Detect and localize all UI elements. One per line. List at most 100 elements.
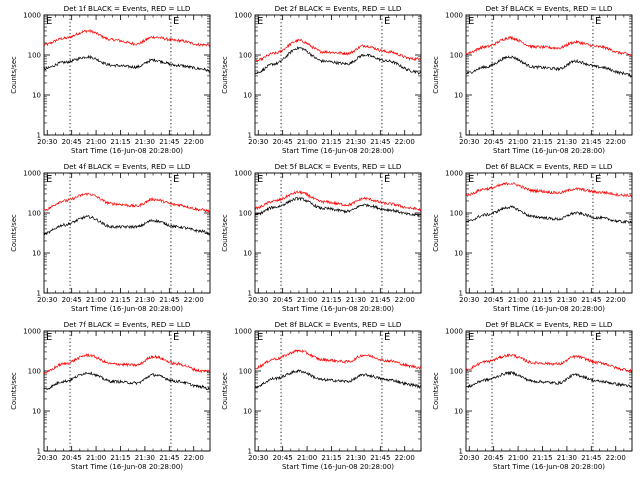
y-axis-label: Counts/sec: [10, 56, 18, 94]
y-tick-label: 100: [239, 368, 252, 376]
events-series-line: [43, 371, 210, 391]
y-tick-label: 1000: [23, 12, 41, 20]
y-tick-label: 1000: [234, 328, 252, 336]
x-tick-label: 21:30: [557, 296, 577, 304]
y-tick-label: 10: [32, 250, 41, 258]
panel-det-9: Det 9f BLACK = Events, RED = LLD Start Ti…: [432, 320, 633, 471]
y-axis-label: Counts/sec: [221, 214, 229, 252]
y-tick-label: 1: [459, 290, 463, 298]
y-tick-label: 100: [28, 368, 41, 376]
x-tick-label: 22:00: [395, 138, 415, 146]
x-tick-label: 21:00: [508, 296, 528, 304]
y-tick-label: 1: [248, 132, 252, 140]
x-tick-label: 21:45: [581, 454, 601, 462]
x-tick-label: 21:30: [346, 296, 366, 304]
e-marker: E: [46, 332, 52, 343]
x-tick-label: 20:30: [248, 138, 268, 146]
x-tick-label: 21:45: [370, 296, 390, 304]
events-series-line: [466, 370, 632, 389]
y-tick-label: 10: [243, 408, 252, 416]
y-tick-label: 1: [459, 448, 463, 456]
y-tick-label: 10: [243, 92, 252, 100]
x-tick-label: 21:30: [346, 138, 366, 146]
y-tick-label: 10: [243, 250, 252, 258]
x-tick-label: 20:30: [37, 454, 57, 462]
x-tick-label: 20:30: [459, 296, 479, 304]
panel-det-7: Det 7f BLACK = Events, RED = LLD Start Ti…: [10, 320, 211, 471]
x-axis-label: Start Time (16-Jun-08 20:28:00): [493, 463, 605, 471]
x-tick-label: 21:45: [159, 138, 179, 146]
plot-frame: [254, 14, 422, 136]
y-tick-label: 1000: [23, 328, 41, 336]
panel-det-3: Det 3f BLACK = Events, RED = LLD Start Ti…: [432, 4, 633, 155]
x-tick-label: 21:15: [321, 138, 341, 146]
y-tick-label: 1000: [23, 170, 41, 178]
panel-det-5: Det 5f BLACK = Events, RED = LLD Start Ti…: [221, 162, 422, 313]
e-marker: E: [384, 174, 390, 185]
e-marker: E: [384, 16, 390, 27]
x-tick-label: 21:00: [508, 138, 528, 146]
x-tick-label: 22:00: [184, 296, 204, 304]
e-marker: E: [46, 174, 52, 185]
x-tick-label: 21:15: [110, 138, 130, 146]
x-axis-label: Start Time (16-Jun-08 20:28:00): [282, 305, 394, 313]
y-tick-label: 1000: [234, 12, 252, 20]
x-tick-label: 21:30: [557, 454, 577, 462]
y-tick-label: 1: [248, 448, 252, 456]
e-marker: E: [468, 16, 474, 27]
plot-frame: [465, 172, 633, 294]
x-axis-label: Start Time (16-Jun-08 20:28:00): [493, 305, 605, 313]
y-axis-label: Counts/sec: [221, 56, 229, 94]
y-tick-label: 100: [450, 210, 463, 218]
y-tick-label: 1000: [234, 170, 252, 178]
x-tick-label: 22:00: [606, 296, 626, 304]
x-tick-label: 21:15: [110, 296, 130, 304]
x-axis-label: Start Time (16-Jun-08 20:28:00): [282, 463, 394, 471]
x-tick-label: 21:15: [110, 454, 130, 462]
plot-frame: [43, 14, 211, 136]
x-axis-label: Start Time (16-Jun-08 20:28:00): [71, 147, 183, 155]
y-tick-label: 100: [450, 368, 463, 376]
x-tick-label: 21:15: [321, 454, 341, 462]
events-series-line: [43, 214, 211, 236]
x-tick-label: 22:00: [606, 138, 626, 146]
x-tick-label: 20:30: [37, 296, 57, 304]
panel-title: Det 3f BLACK = Events, RED = LLD: [486, 4, 613, 13]
x-tick-label: 21:45: [581, 138, 601, 146]
panel-det-8: Det 8f BLACK = Events, RED = LLD Start Ti…: [221, 320, 422, 471]
x-tick-label: 21:30: [135, 296, 155, 304]
plot-frame: [254, 172, 422, 294]
y-tick-label: 10: [32, 92, 41, 100]
x-tick-label: 21:00: [86, 454, 106, 462]
x-tick-label: 21:00: [297, 296, 317, 304]
y-tick-label: 1: [37, 290, 41, 298]
x-tick-label: 20:45: [273, 296, 293, 304]
x-tick-label: 21:00: [86, 296, 106, 304]
e-marker: E: [173, 332, 179, 343]
x-axis-label: Start Time (16-Jun-08 20:28:00): [493, 147, 605, 155]
x-tick-label: 20:45: [62, 138, 82, 146]
e-marker: E: [173, 16, 179, 27]
panel-title: Det 6f BLACK = Events, RED = LLD: [486, 162, 613, 171]
lld-series-line: [43, 192, 210, 213]
y-tick-label: 100: [28, 210, 41, 218]
lld-series-line: [254, 189, 422, 212]
e-marker: E: [46, 16, 52, 27]
plot-frame: [43, 172, 211, 294]
events-series-line: [466, 205, 632, 224]
lld-series-line: [466, 353, 633, 373]
panel-det-1: Det 1f BLACK = Events, RED = LLD Start Ti…: [10, 4, 211, 155]
panel-title: Det 9f BLACK = Events, RED = LLD: [486, 320, 613, 329]
e-marker: E: [257, 332, 263, 343]
y-axis-label: Counts/sec: [10, 372, 18, 410]
x-tick-label: 21:45: [581, 296, 601, 304]
x-tick-label: 21:30: [135, 138, 155, 146]
y-tick-label: 1000: [445, 170, 463, 178]
y-tick-label: 1: [37, 448, 41, 456]
lld-series-line: [254, 349, 422, 370]
panel-title: Det 7f BLACK = Events, RED = LLD: [64, 320, 191, 329]
y-tick-label: 100: [450, 52, 463, 60]
e-marker: E: [595, 16, 601, 27]
panel-det-2: Det 2f BLACK = Events, RED = LLD Start Ti…: [221, 4, 422, 155]
